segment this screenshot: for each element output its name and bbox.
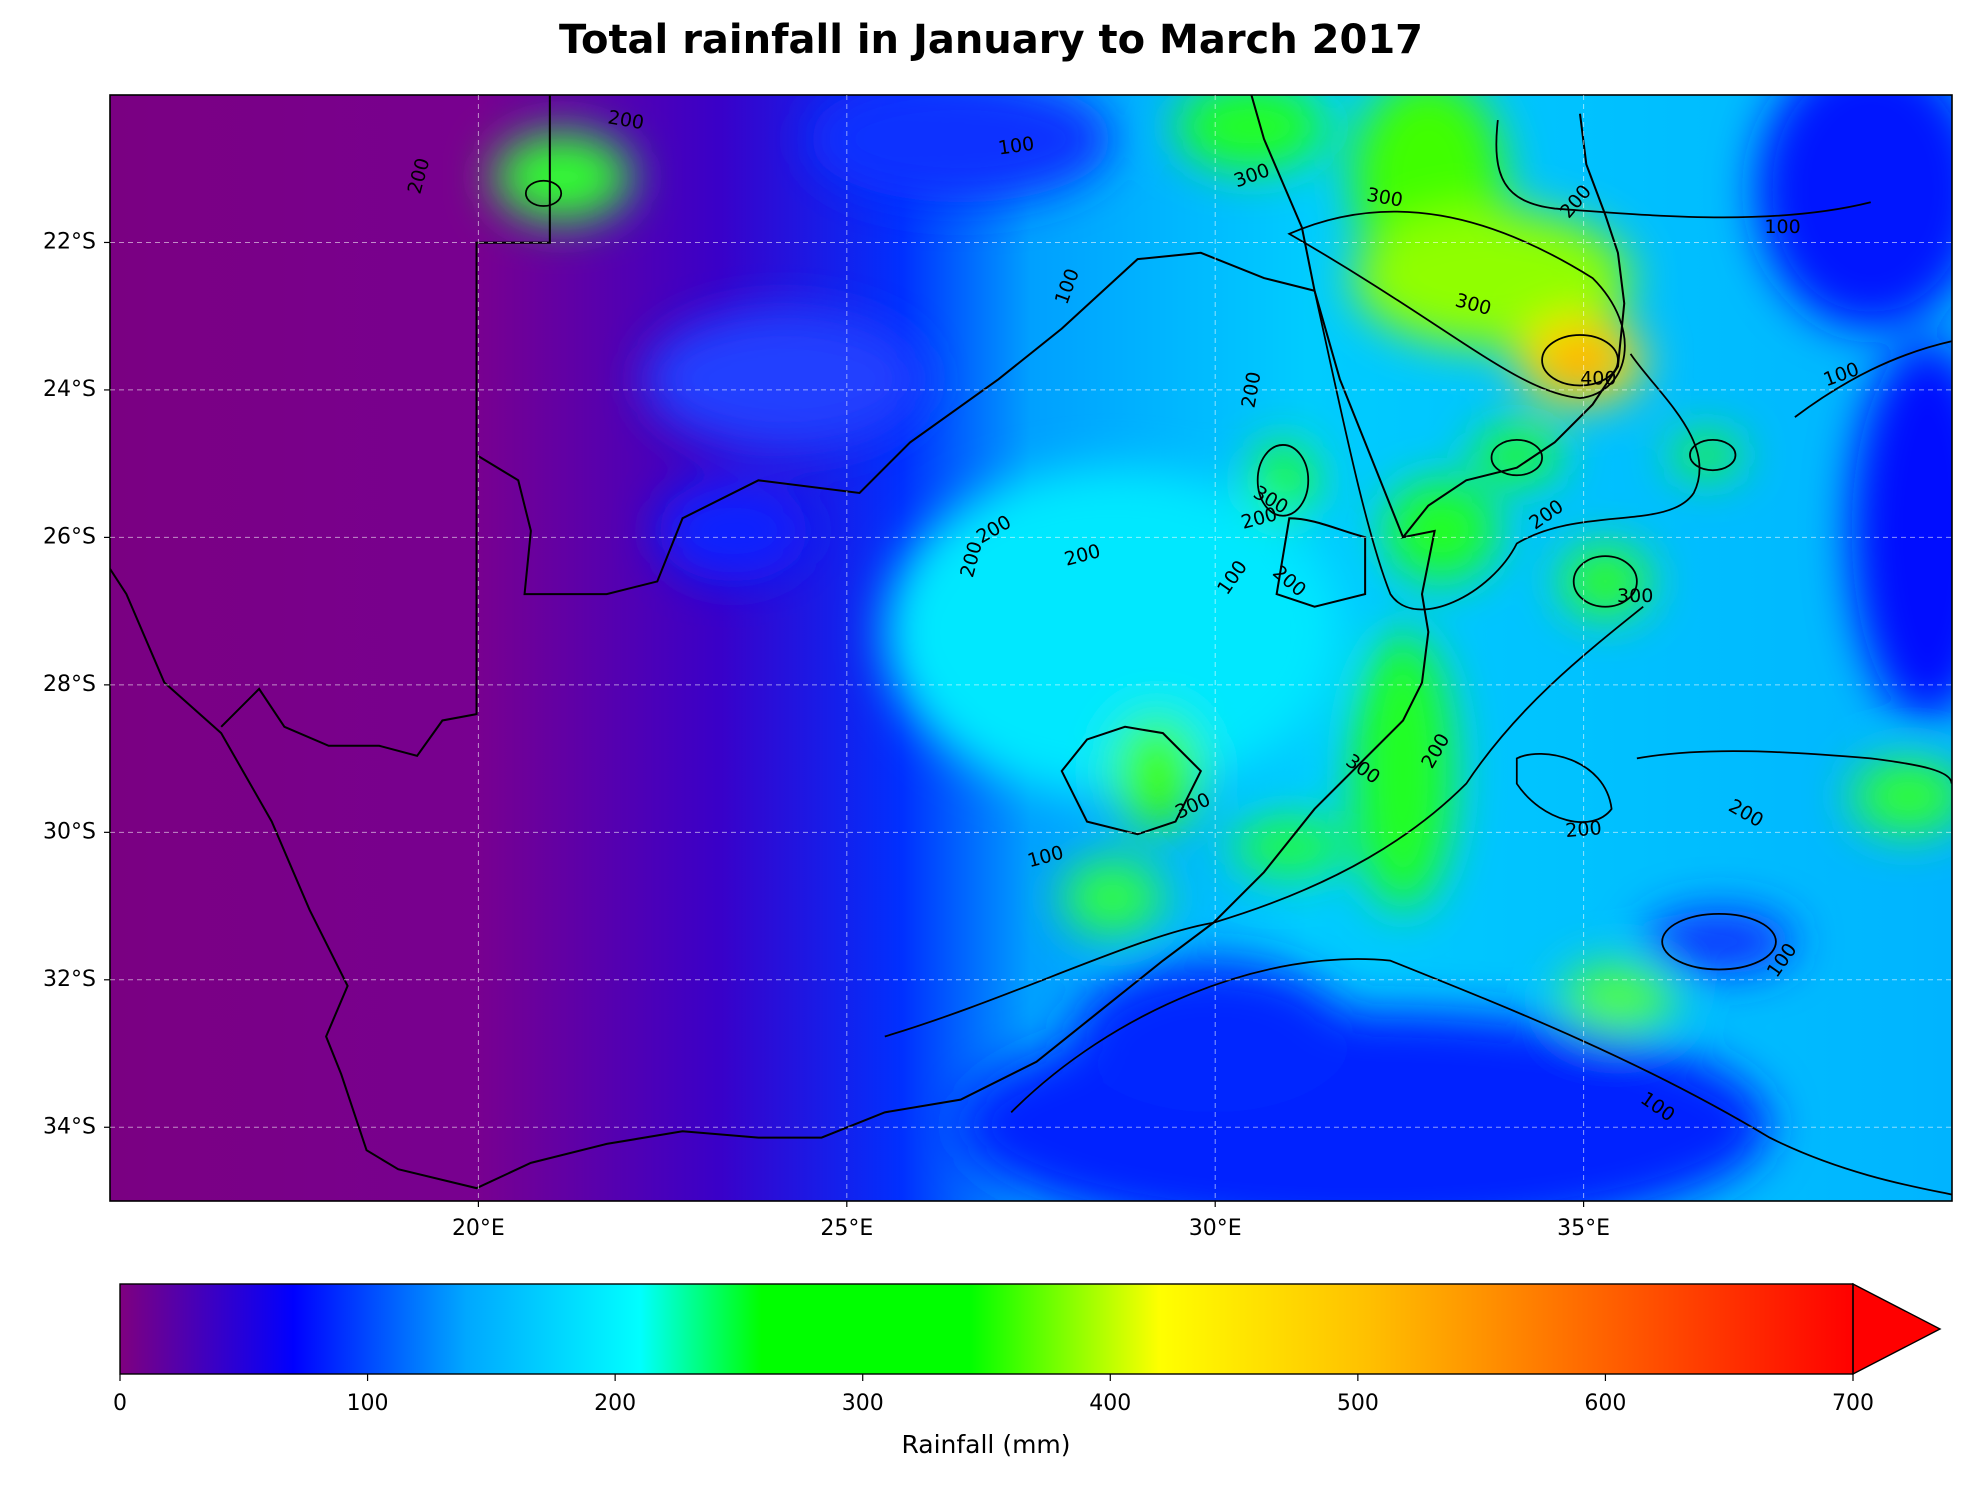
colorbar-tick-label: 500 [1337, 1391, 1379, 1416]
y-tick-label: 28°S [43, 672, 96, 697]
colorbar-label: Rainfall (mm) [901, 1430, 1070, 1459]
y-tick-label: 22°S [43, 229, 96, 254]
colorbar-tick-label: 600 [1584, 1391, 1626, 1416]
colorbar-tick-label: 400 [1089, 1391, 1131, 1416]
contour-lines [524, 119, 1952, 1196]
colorbar [120, 1284, 1853, 1374]
coastline [109, 94, 1626, 1190]
x-tick-label: 25°E [820, 1216, 873, 1241]
map-field [109, 94, 1952, 1201]
y-tick-label: 34°S [43, 1114, 96, 1139]
colorbar-frame [119, 1283, 1854, 1375]
x-tick-label: 30°E [1189, 1216, 1242, 1241]
map-title: Total rainfall in January to March 2017 [559, 17, 1423, 63]
x-tick-label: 35°E [1557, 1216, 1610, 1241]
contour-label: 200 [1565, 817, 1603, 842]
colorbar-tick-label: 200 [594, 1391, 636, 1416]
y-tick-label: 26°S [43, 524, 96, 549]
y-tick-label: 24°S [43, 377, 96, 402]
y-tick-label: 30°S [43, 819, 96, 844]
colorbar-tick-label: 700 [1832, 1391, 1874, 1416]
colorbar-tick-label: 0 [113, 1391, 127, 1416]
y-tick-label: 32°S [43, 967, 96, 992]
contour-label: 100 [997, 133, 1036, 160]
colorbar-tick-label: 300 [842, 1391, 884, 1416]
x-tick-label: 20°E [452, 1216, 505, 1241]
contour-label: 100 [1764, 216, 1800, 238]
contour-label: 400 [1580, 367, 1616, 389]
map-frame [109, 94, 1953, 1202]
colorbar-tick-label: 100 [347, 1391, 389, 1416]
contour-label: 300 [1617, 585, 1653, 607]
colorbar-extension [1852, 1282, 1942, 1376]
